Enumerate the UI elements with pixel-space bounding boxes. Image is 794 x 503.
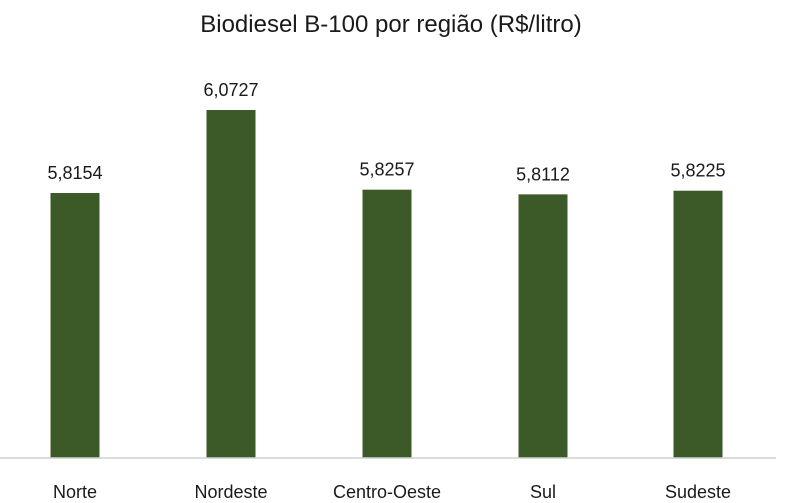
bar-norte xyxy=(50,193,100,458)
data-label: 5,8225 xyxy=(670,161,725,181)
bar-centro-oeste xyxy=(362,189,412,458)
x-tick-label: Sudeste xyxy=(665,482,731,502)
bars-group xyxy=(50,110,723,459)
x-tick-label: Nordeste xyxy=(194,482,267,502)
bar-sudeste xyxy=(673,190,723,459)
x-tick-label: Norte xyxy=(53,482,97,502)
x-tick-label: Centro-Oeste xyxy=(333,482,441,502)
bar-nordeste xyxy=(206,110,256,458)
chart-title: Biodiesel B-100 por região (R$/litro) xyxy=(200,11,582,38)
data-label: 5,8257 xyxy=(359,160,414,180)
x-tick-labels-group: Norte Nordeste Centro-Oeste Sul Sudeste xyxy=(53,482,731,502)
x-tick-label: Sul xyxy=(530,482,556,502)
data-labels-group: 5,8154 6,0727 5,8257 5,8112 5,8225 xyxy=(47,80,725,184)
data-label: 6,0727 xyxy=(203,80,258,100)
bar-sul xyxy=(518,194,568,458)
data-label: 5,8154 xyxy=(47,163,102,183)
data-label: 5,8112 xyxy=(516,164,570,184)
